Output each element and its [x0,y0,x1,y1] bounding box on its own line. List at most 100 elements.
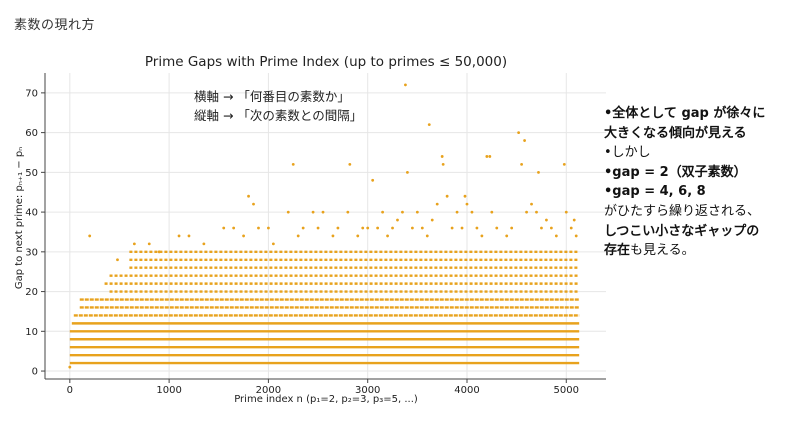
y-tick-label: 30 [25,247,38,258]
x-tick-label: 4000 [454,385,479,396]
data-point [440,155,444,158]
data-point [177,234,181,238]
y-tick-label: 70 [25,88,38,99]
data-point [540,226,543,230]
x-tick-label: 1000 [156,385,181,396]
y-tick-label: 50 [25,168,38,179]
data-point [455,210,459,214]
chart-container: 0 1000 2000 3000 4000 5000 0 10 20 30 40 50 60 70 Pri… [14,54,606,405]
note-line-2: 大きくなる傾向が見える [604,125,747,141]
data-point [427,123,431,127]
data-point [68,365,72,369]
data-point [361,226,365,230]
data-point [271,242,275,246]
data-point [406,170,409,174]
data-point [460,226,464,230]
note-line-4: •gap = 2（双子素数） [604,164,747,180]
data-point [242,234,245,238]
data-point [391,226,394,230]
data-point [572,218,576,222]
data-point [430,218,434,222]
slide-title: 素数の現れ方 [14,18,96,33]
data-point [470,210,474,214]
data-point [445,194,449,198]
data-point [286,210,290,214]
annotation-line-2: 縦軸 → 「次の素数との間隔」 [194,108,362,123]
data-point [386,234,389,238]
data-point [485,155,489,158]
note-line-8: 存在も見える。 [604,241,789,261]
side-notes: •全体として gap が徐々に 大きくなる傾向が見える •しかし •gap = … [604,104,789,261]
note-line-1: •全体として gap が徐々に [604,106,766,121]
y-tick-label: 60 [25,128,38,139]
data-point [336,226,340,230]
data-point [371,178,375,182]
data-point [132,242,136,246]
data-point [530,202,533,206]
data-point [296,234,300,238]
scatter-chart: 0 1000 2000 3000 4000 5000 0 10 20 30 40 50 60 70 Pri… [14,54,606,405]
data-point [517,131,521,135]
note-line-6: がひたすら繰り返される、 [604,203,761,219]
data-point [523,139,526,142]
data-point [488,155,492,158]
data-point [247,194,250,198]
data-point [420,226,424,230]
y-axis-label: Gap to next prime: pₙ₊₁ − pₙ [14,147,25,289]
data-point [545,218,548,222]
data-point [490,210,494,214]
note-emphasis: 存在 [604,243,631,259]
data-point [480,234,484,238]
data-point [450,226,454,230]
data-point [157,250,161,254]
data-point [435,202,439,206]
data-point [415,210,419,214]
y-tick-label: 40 [25,208,38,219]
data-point [537,170,540,174]
data-point [404,83,407,87]
chart-title: Prime Gaps with Prime Index (up to prime… [145,54,507,70]
data-point [564,210,568,214]
data-point [510,226,514,230]
data-point [346,210,350,214]
data-point [535,210,538,214]
y-tick-label: 10 [25,327,38,338]
data-point [562,163,566,166]
note-line-5: •gap = 4, 6, 8 [604,184,706,200]
data-point [495,226,499,230]
data-point [525,210,528,214]
data-point [574,234,578,238]
data-point [520,163,524,166]
data-point [381,210,384,214]
data-point [569,226,573,230]
data-point [257,226,260,230]
x-tick-label: 3000 [355,385,380,396]
data-point [187,234,191,238]
data-point [401,210,404,214]
data-point [252,202,255,206]
data-point [410,226,414,230]
data-point [316,226,320,230]
data-point [222,226,226,230]
x-tick-label: 0 [67,385,73,396]
data-point [425,234,429,238]
x-tick-label: 5000 [554,385,579,396]
data-point [232,226,236,230]
data-point [475,226,479,230]
data-point [554,234,558,238]
data-point [505,234,509,238]
axes-layer: 0 1000 2000 3000 4000 5000 0 10 20 30 40 50 60 70 [25,73,606,396]
annotation-line-1: 横軸 → 「何番目の素数か」 [194,89,350,104]
data-point [321,210,325,214]
data-point [331,234,335,238]
data-point [291,163,295,166]
data-point [116,258,119,262]
data-point [463,194,467,198]
y-tick-label: 0 [32,367,38,378]
data-point [267,226,270,230]
data-point [311,210,315,214]
x-axis-label: Prime index n (p₁=2, p₂=3, p₃=5, ...) [234,394,418,405]
x-tick-label: 2000 [256,385,281,396]
data-point [88,234,92,238]
data-point [147,242,151,246]
